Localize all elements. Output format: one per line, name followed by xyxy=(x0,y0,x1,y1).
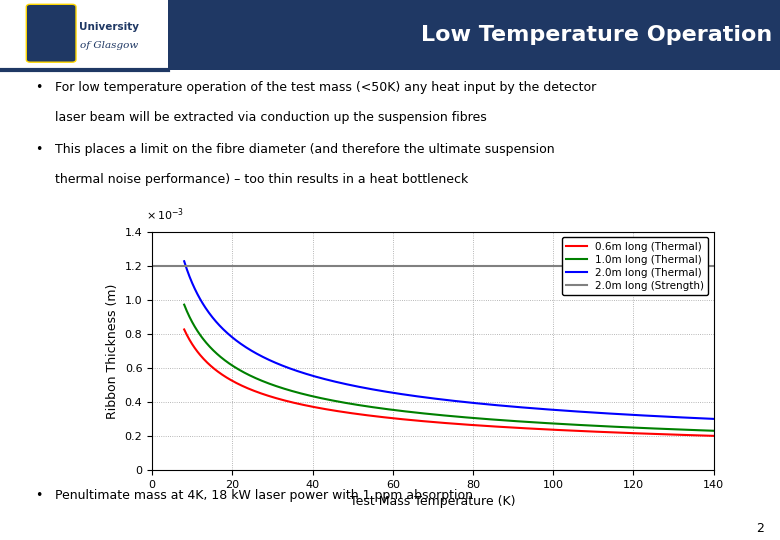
1.0m long (Thermal) xyxy=(419,410,428,417)
Text: •: • xyxy=(35,81,42,94)
1.0m long (Thermal) xyxy=(578,422,587,428)
0.6m long (Thermal) xyxy=(316,405,325,411)
0.6m long (Thermal) xyxy=(419,418,428,424)
2.0m long (Thermal) xyxy=(419,394,428,401)
0.6m long (Thermal) xyxy=(578,428,587,434)
1.0m long (Thermal) xyxy=(316,395,325,401)
2.0m long (Thermal) xyxy=(709,416,718,422)
Line: 2.0m long (Thermal): 2.0m long (Thermal) xyxy=(184,261,714,419)
Text: University: University xyxy=(79,22,139,32)
0.6m long (Thermal) xyxy=(179,326,189,333)
Y-axis label: Ribbon Thickness (m): Ribbon Thickness (m) xyxy=(106,284,119,418)
0.6m long (Thermal) xyxy=(533,426,542,432)
Line: 0.6m long (Thermal): 0.6m long (Thermal) xyxy=(184,329,714,436)
2.0m long (Thermal) xyxy=(578,409,587,415)
2.0m long (Thermal) xyxy=(491,402,501,408)
2.0m long (Thermal) xyxy=(316,375,325,381)
Bar xyxy=(0,0,168,70)
1.0m long (Thermal) xyxy=(179,301,189,308)
1.0m long (Thermal) xyxy=(709,428,718,434)
1.0m long (Thermal) xyxy=(273,383,282,390)
Line: 1.0m long (Thermal): 1.0m long (Thermal) xyxy=(184,305,714,431)
0.6m long (Thermal) xyxy=(491,423,501,430)
Text: thermal noise performance) – too thin results in a heat bottleneck: thermal noise performance) – too thin re… xyxy=(55,173,468,186)
1.0m long (Thermal) xyxy=(533,420,542,426)
Text: laser beam will be extracted via conduction up the suspension fibres: laser beam will be extracted via conduct… xyxy=(55,111,487,124)
Text: This places a limit on the fibre diameter (and therefore the ultimate suspension: This places a limit on the fibre diamete… xyxy=(55,143,555,156)
Text: 2: 2 xyxy=(757,522,764,535)
2.0m long (Thermal) xyxy=(273,361,282,367)
0.6m long (Thermal) xyxy=(709,433,718,439)
Text: $\times\,10^{-3}$: $\times\,10^{-3}$ xyxy=(147,206,185,222)
Text: •: • xyxy=(35,143,42,156)
Text: •: • xyxy=(35,489,42,502)
Text: Penultimate mass at 4K, 18 kW laser power with 1 ppm absorption: Penultimate mass at 4K, 18 kW laser powe… xyxy=(55,489,473,502)
X-axis label: Test Mass Temperature (K): Test Mass Temperature (K) xyxy=(350,495,516,508)
0.6m long (Thermal) xyxy=(273,395,282,402)
Text: of Glasgow: of Glasgow xyxy=(80,41,138,50)
2.0m long (Thermal) xyxy=(179,258,189,265)
Bar xyxy=(168,0,780,70)
Text: Low Temperature Operation: Low Temperature Operation xyxy=(421,25,772,45)
Legend: 0.6m long (Thermal), 1.0m long (Thermal), 2.0m long (Thermal), 2.0m long (Streng: 0.6m long (Thermal), 1.0m long (Thermal)… xyxy=(562,238,708,295)
Text: For low temperature operation of the test mass (<50K) any heat input by the dete: For low temperature operation of the tes… xyxy=(55,81,596,94)
2.0m long (Thermal) xyxy=(533,406,542,412)
FancyBboxPatch shape xyxy=(27,4,76,62)
1.0m long (Thermal) xyxy=(491,416,501,423)
